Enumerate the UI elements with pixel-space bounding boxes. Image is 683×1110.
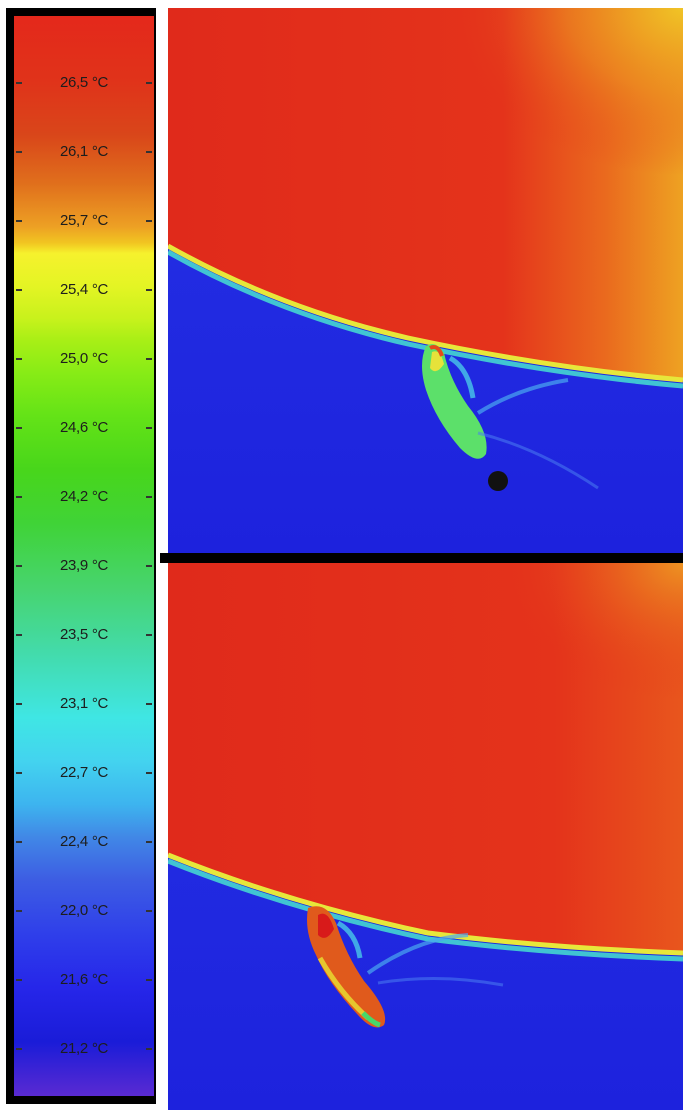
scale-tick: 22,0 °C (14, 902, 154, 919)
scale-label: 25,4 °C (59, 281, 109, 298)
scale-tick: 22,7 °C (14, 764, 154, 781)
scale-tick: 21,6 °C (14, 971, 154, 988)
lower-thermal-view (168, 563, 683, 1110)
upper-thermal-image (168, 8, 683, 553)
scale-label: 25,7 °C (59, 212, 109, 229)
scale-tick: 23,9 °C (14, 557, 154, 574)
scale-label: 25,0 °C (59, 350, 109, 367)
scale-tick: 24,2 °C (14, 488, 154, 505)
scale-tick: 23,1 °C (14, 695, 154, 712)
scale-tick: 21,2 °C (14, 1040, 154, 1057)
scale-tick: 24,6 °C (14, 419, 154, 436)
scale-tick: 25,7 °C (14, 212, 154, 229)
upper-thermal-view (168, 8, 683, 553)
scale-label: 22,0 °C (59, 902, 109, 919)
scale-label: 22,4 °C (59, 833, 109, 850)
scale-label: 24,2 °C (59, 488, 109, 505)
scale-label: 23,5 °C (59, 626, 109, 643)
scale-tick: 26,1 °C (14, 143, 154, 160)
panel-divider (160, 553, 683, 563)
scale-tick: 26,5 °C (14, 74, 154, 91)
scale-label: 23,1 °C (59, 695, 109, 712)
scale-label: 22,7 °C (59, 764, 109, 781)
scale-tick: 22,4 °C (14, 833, 154, 850)
scale-label: 26,1 °C (59, 143, 109, 160)
scale-label: 24,6 °C (59, 419, 109, 436)
scale-tick: 23,5 °C (14, 626, 154, 643)
scale-tick: 25,0 °C (14, 350, 154, 367)
lower-thermal-image (168, 563, 683, 1110)
scale-label: 21,6 °C (59, 971, 109, 988)
temperature-scale: 26,5 °C 26,1 °C 25,7 °C 25,4 °C 25,0 °C … (6, 8, 156, 1104)
scale-label: 23,9 °C (59, 557, 109, 574)
scale-label: 26,5 °C (59, 74, 109, 91)
color-gradient-bar (14, 16, 154, 1096)
scale-label: 21,2 °C (59, 1040, 109, 1057)
scale-tick: 25,4 °C (14, 281, 154, 298)
